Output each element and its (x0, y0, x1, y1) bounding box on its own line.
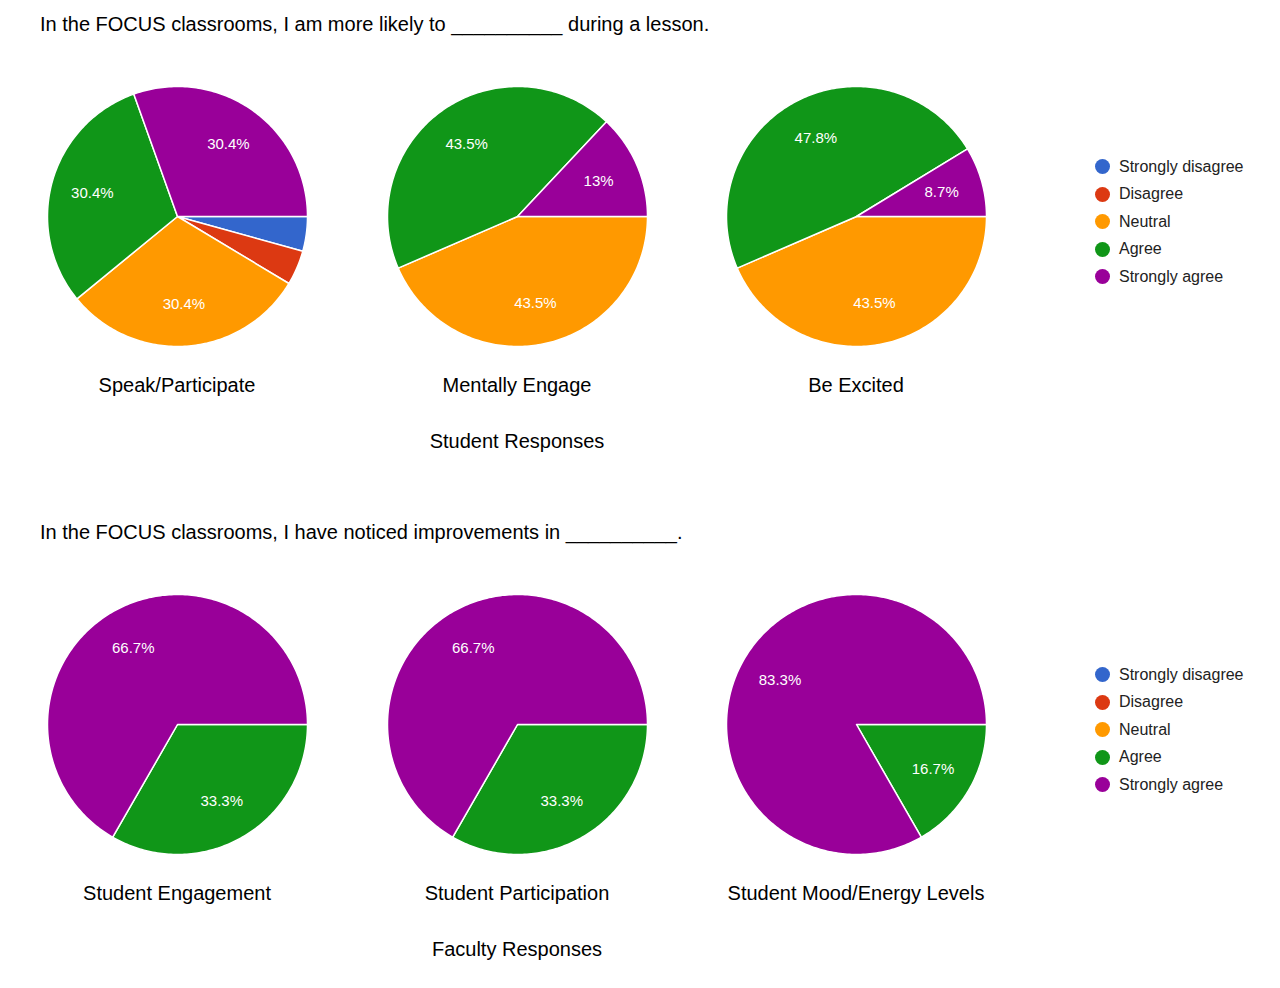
svg-text:33.3%: 33.3% (201, 792, 244, 809)
html-text:Student Mood/Energy Levels: Student Mood/Energy Levels (727, 882, 985, 904)
svg-text:47.8%: 47.8% (795, 129, 838, 146)
html-text:Student Engagement: Student Engagement (83, 882, 271, 904)
svg-text:43.5%: 43.5% (514, 294, 557, 311)
svg-text:13%: 13% (584, 172, 614, 189)
html-text:Student Participation: Student Participation (424, 882, 610, 904)
svg-text:66.7%: 66.7% (452, 639, 495, 656)
svg-text:16.7%: 16.7% (912, 760, 955, 777)
svg-text:30.4%: 30.4% (71, 184, 114, 201)
html-text:Speak/Participate: Speak/Participate (98, 374, 256, 396)
html-text:Be Excited: Be Excited (808, 374, 904, 396)
html-text:Neutral: Neutral (1119, 720, 1171, 738)
svg-text:8.7%: 8.7% (925, 183, 959, 200)
html-text:Faculty Responses: Faculty Responses (432, 938, 602, 960)
html-text:Mentally Engage: Mentally Engage (442, 374, 592, 396)
svg-text:30.4%: 30.4% (207, 135, 250, 152)
html-text:Strongly disagree: Strongly disagree (1119, 665, 1244, 683)
svg-text:83.3%: 83.3% (759, 671, 802, 688)
html-text:Student Responses: Student Responses (429, 430, 605, 452)
html-text:In the FOCUS classrooms, I hav: In the FOCUS classrooms, I have noticed … (40, 521, 683, 543)
html-text:Disagree: Disagree (1119, 693, 1183, 711)
html-text:Strongly agree: Strongly agree (1119, 775, 1224, 793)
html-text:Agree: Agree (1119, 240, 1162, 258)
html-text:Disagree: Disagree (1119, 185, 1183, 203)
html-text:In the FOCUS classrooms, I am: In the FOCUS classrooms, I am more likel… (40, 13, 710, 35)
html-text:Strongly agree: Strongly agree (1119, 267, 1224, 285)
svg-text:66.7%: 66.7% (112, 639, 155, 656)
svg-text:30.4%: 30.4% (163, 295, 206, 312)
svg-text:33.3%: 33.3% (541, 792, 584, 809)
svg-text:43.5%: 43.5% (853, 294, 896, 311)
html-text:Strongly disagree: Strongly disagree (1119, 157, 1244, 175)
html-text:Agree: Agree (1119, 748, 1162, 766)
svg-text:43.5%: 43.5% (445, 135, 488, 152)
html-text:Neutral: Neutral (1119, 212, 1171, 230)
